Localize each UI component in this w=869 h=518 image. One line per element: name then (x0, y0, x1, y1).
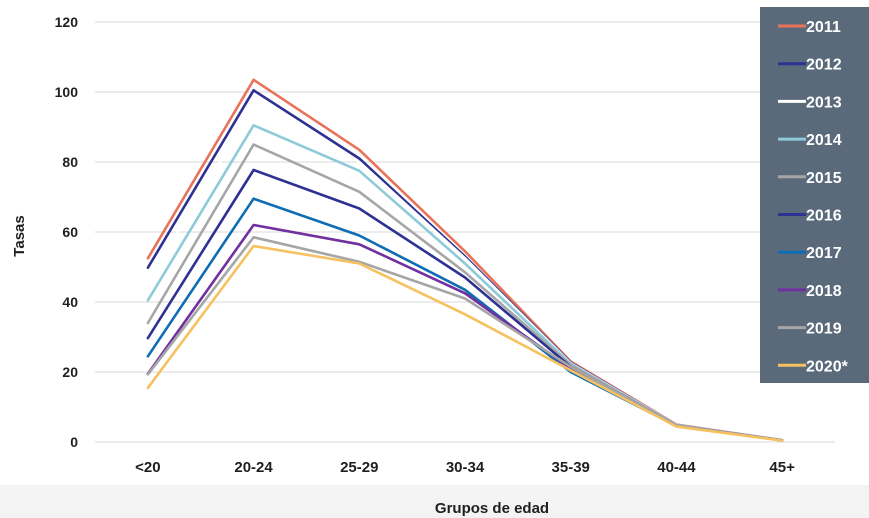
bottom-band (0, 485, 869, 518)
y-tick-label: 120 (55, 14, 79, 30)
grid-lines (95, 21, 835, 443)
legend-label: 2011 (806, 19, 841, 36)
y-tick-label: 60 (62, 224, 78, 240)
legend-label: 2013 (806, 94, 842, 111)
legend-label: 2018 (806, 283, 842, 300)
x-tick-label: 45+ (769, 459, 795, 476)
x-tick-label: 40-44 (657, 459, 696, 476)
legend-label: 2016 (806, 208, 842, 225)
y-tick-label: 80 (62, 154, 78, 170)
series-line-2016 (146, 168, 784, 442)
legend-label: 2015 (806, 170, 842, 187)
y-tick-label: 100 (55, 84, 79, 100)
legend-label: 2019 (806, 321, 842, 338)
y-axis-ticks: 0 20 40 60 80 100 120 (55, 14, 79, 450)
x-tick-label: 30-34 (446, 459, 485, 476)
legend-background (760, 7, 869, 383)
x-tick-label: 20-24 (234, 459, 273, 476)
y-tick-label: 20 (62, 364, 78, 380)
legend-label: 2014 (806, 132, 842, 149)
x-axis-title: Grupos de edad (435, 500, 549, 517)
legend-label: 2012 (806, 57, 842, 74)
series-line-2019 (146, 236, 784, 442)
x-tick-label: 35-39 (552, 459, 590, 476)
series-line-2020 (146, 244, 784, 442)
y-tick-label: 0 (70, 434, 78, 450)
legend: 2011 2012 2013 2014 2015 2016 2017 2018 2019 2020… (760, 7, 869, 383)
x-tick-label: <20 (135, 459, 160, 476)
x-tick-label: 25-29 (340, 459, 378, 476)
y-tick-label: 40 (62, 294, 78, 310)
series-line-2017 (146, 197, 784, 442)
x-axis-ticks: <20 20-24 25-29 30-34 35-39 40-44 45+ (135, 459, 795, 476)
series-line-2014 (146, 124, 784, 442)
y-axis-title: Tasas (11, 215, 28, 256)
series-lines (146, 78, 784, 442)
legend-label: 2020* (806, 358, 849, 375)
legend-label: 2017 (806, 245, 842, 262)
